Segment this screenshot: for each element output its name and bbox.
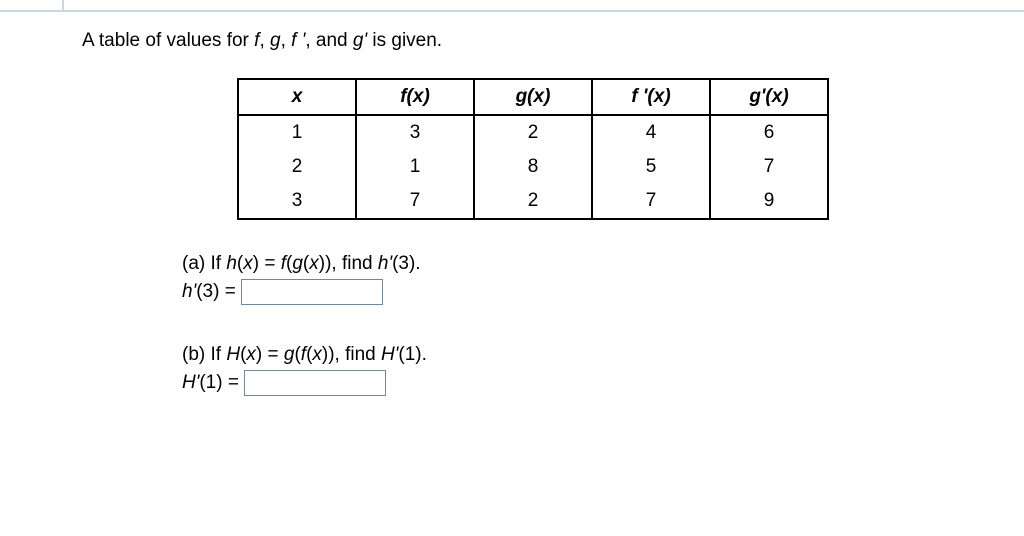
answer-arg-b: (1) = — [199, 372, 244, 393]
content-area: A table of values for f, g, f ', and g' … — [82, 30, 984, 432]
cell: 4 — [592, 115, 710, 150]
table-header-row: x f(x) g(x) f '(x) g'(x) — [238, 79, 828, 115]
part-a-answer-line: h'(3) = — [182, 278, 984, 306]
cell: 7 — [710, 150, 828, 184]
intro-g: g — [270, 30, 281, 51]
cell: 2 — [238, 150, 356, 184]
cell: 6 — [710, 115, 828, 150]
top-divider — [0, 10, 1024, 12]
eqb: = — [262, 344, 284, 365]
cell: 8 — [474, 150, 592, 184]
table-row: 3 7 2 7 9 — [238, 184, 828, 219]
left-tick — [62, 0, 64, 12]
eq: = — [259, 253, 281, 274]
tail: )), find — [319, 253, 378, 274]
answer-lhs-b: H' — [182, 372, 199, 393]
target-arg: (3). — [392, 253, 421, 274]
table-wrap: x f(x) g(x) f '(x) g'(x) 1 3 2 4 6 — [82, 78, 984, 220]
answer-arg: (3) = — [196, 281, 241, 302]
intro-gprime: g' — [353, 30, 367, 51]
part-b-question: (b) If H(x) = g(f(x)), find H'(1). — [182, 341, 984, 369]
part-b-label: (b) If — [182, 344, 226, 365]
part-a-input[interactable] — [241, 279, 383, 305]
cell: 1 — [238, 115, 356, 150]
cell: 2 — [474, 184, 592, 219]
part-b: (b) If H(x) = g(f(x)), find H'(1). H'(1)… — [182, 341, 984, 396]
target: h' — [378, 253, 392, 274]
intro-fprime: f ' — [291, 30, 305, 51]
col-fpx: f '(x) — [592, 79, 710, 115]
part-b-input[interactable] — [244, 370, 386, 396]
intro-sep3: , and — [305, 30, 353, 51]
cell: 1 — [356, 150, 474, 184]
xvarb2: x — [312, 344, 322, 365]
part-b-H: H — [226, 344, 240, 365]
part-a-h: h — [226, 253, 237, 274]
answer-lhs: h' — [182, 281, 196, 302]
part-a: (a) If h(x) = f(g(x)), find h'(3). h'(3)… — [182, 250, 984, 305]
table-row: 1 3 2 4 6 — [238, 115, 828, 150]
g: g — [292, 253, 303, 274]
col-gx: g(x) — [474, 79, 592, 115]
xvar: x — [243, 253, 253, 274]
target-argb: (1). — [398, 344, 427, 365]
col-fx: f(x) — [356, 79, 474, 115]
intro-text: A table of values for f, g, f ', and g' … — [82, 30, 984, 52]
part-a-label: (a) If — [182, 253, 226, 274]
cell: 7 — [592, 184, 710, 219]
xvar2: x — [309, 253, 319, 274]
col-x: x — [238, 79, 356, 115]
cell: 2 — [474, 115, 592, 150]
cell: 9 — [710, 184, 828, 219]
cell: 3 — [356, 115, 474, 150]
values-table: x f(x) g(x) f '(x) g'(x) 1 3 2 4 6 — [237, 78, 829, 220]
gb: g — [284, 344, 295, 365]
cell: 7 — [356, 184, 474, 219]
intro-sep1: , — [259, 30, 270, 51]
cell: 3 — [238, 184, 356, 219]
tailb: )), find — [322, 344, 381, 365]
table-row: 2 1 8 5 7 — [238, 150, 828, 184]
intro-pre: A table of values for — [82, 30, 254, 51]
intro-post: is given. — [367, 30, 442, 51]
part-a-question: (a) If h(x) = f(g(x)), find h'(3). — [182, 250, 984, 278]
targetb: H' — [381, 344, 398, 365]
cell: 5 — [592, 150, 710, 184]
part-b-answer-line: H'(1) = — [182, 369, 984, 397]
xvarb: x — [246, 344, 256, 365]
page: A table of values for f, g, f ', and g' … — [0, 0, 1024, 536]
col-gpx: g'(x) — [710, 79, 828, 115]
intro-sep2: , — [281, 30, 292, 51]
